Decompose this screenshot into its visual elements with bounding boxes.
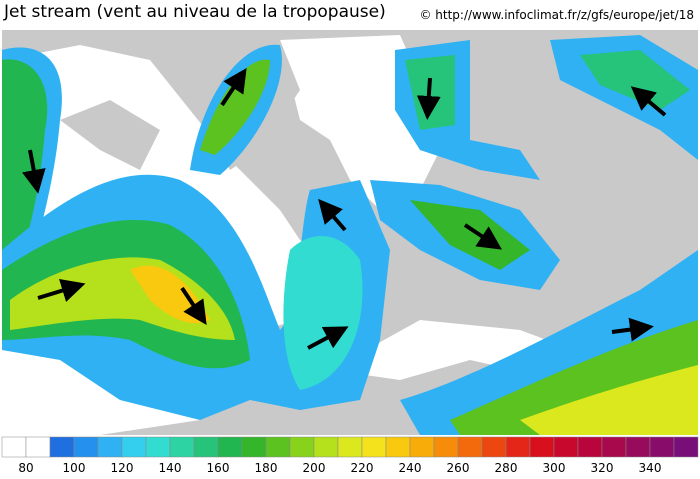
colorbar-swatch bbox=[361, 436, 387, 458]
colorbar-swatch bbox=[601, 436, 627, 458]
colorbar-label: 120 bbox=[111, 461, 134, 475]
colorbar-label: 300 bbox=[543, 461, 566, 475]
land bbox=[60, 100, 160, 170]
colorbar-label: 280 bbox=[495, 461, 518, 475]
colorbar-label: 200 bbox=[303, 461, 326, 475]
colorbar-swatch bbox=[217, 436, 243, 458]
jet bbox=[283, 236, 363, 390]
colorbar-swatch bbox=[145, 436, 171, 458]
colorbar-swatch bbox=[1, 436, 27, 458]
colorbar-swatch bbox=[241, 436, 267, 458]
colorbar-label: 220 bbox=[351, 461, 374, 475]
colorbar-swatch bbox=[505, 436, 531, 458]
colorbar-swatch bbox=[385, 436, 411, 458]
arrow bbox=[630, 86, 667, 117]
colorbar-swatch bbox=[121, 436, 147, 458]
arrow bbox=[21, 149, 46, 194]
colorbar-label: 240 bbox=[399, 461, 422, 475]
colorbar-label: 140 bbox=[159, 461, 182, 475]
arrow bbox=[611, 317, 654, 342]
jet bbox=[410, 200, 530, 270]
colorbar-swatch bbox=[673, 436, 699, 458]
arrow bbox=[318, 198, 347, 232]
colorbar-label: 80 bbox=[18, 461, 33, 475]
colorbar-swatch bbox=[25, 436, 51, 458]
colorbar-swatch bbox=[265, 436, 291, 458]
credit: © http://www.infoclimat.fr/z/gfs/europe/… bbox=[419, 8, 694, 22]
colorbar-swatch bbox=[409, 436, 435, 458]
colorbar-swatch bbox=[337, 436, 363, 458]
colorbar-label: 340 bbox=[639, 461, 662, 475]
colorbar-swatch bbox=[97, 436, 123, 458]
colorbar-swatch bbox=[457, 436, 483, 458]
arrow bbox=[37, 279, 86, 302]
colorbar-label: 320 bbox=[591, 461, 614, 475]
colorbar-swatch bbox=[169, 436, 195, 458]
arrow bbox=[180, 286, 207, 325]
jet bbox=[520, 365, 698, 435]
arrow bbox=[463, 223, 502, 250]
colorbar-swatch bbox=[49, 436, 75, 458]
colorbar-swatch bbox=[289, 436, 315, 458]
colorbar-swatch bbox=[73, 436, 99, 458]
arrow bbox=[416, 77, 441, 120]
jet bbox=[580, 50, 690, 110]
colorbar-swatch bbox=[433, 436, 459, 458]
colorbar-label: 100 bbox=[63, 461, 86, 475]
jet bbox=[200, 59, 270, 155]
colorbar-swatch bbox=[193, 436, 219, 458]
colorbar-swatch bbox=[625, 436, 651, 458]
colorbar: 80 100 120 140 160 180 200 220 240 260 280 300 320 34… bbox=[1, 436, 699, 475]
colorbar-swatch bbox=[553, 436, 579, 458]
colorbar-swatch bbox=[481, 436, 507, 458]
colorbar-label: 260 bbox=[447, 461, 470, 475]
jet bbox=[550, 35, 698, 160]
map bbox=[2, 30, 698, 435]
arrow bbox=[307, 326, 349, 350]
colorbar-label: 180 bbox=[255, 461, 278, 475]
colorbar-swatch bbox=[313, 436, 339, 458]
map-title: Jet stream (vent au niveau de la tropopa… bbox=[4, 2, 386, 22]
colorbar-swatch bbox=[577, 436, 603, 458]
jet bbox=[2, 59, 48, 261]
colorbar-swatch bbox=[529, 436, 555, 458]
colorbar-label: 160 bbox=[207, 461, 230, 475]
wind-arrows bbox=[21, 68, 667, 350]
arrow bbox=[220, 68, 247, 107]
colorbar-swatch bbox=[649, 436, 675, 458]
